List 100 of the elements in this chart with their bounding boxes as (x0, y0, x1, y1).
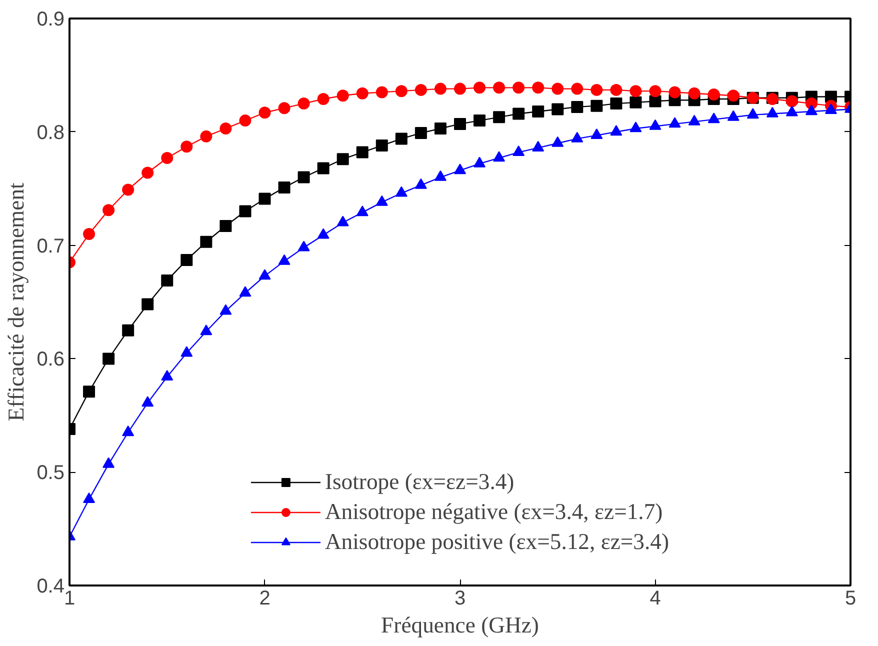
point (336, 90, 349, 102)
y-tick-label: 0.7 (36, 235, 65, 258)
point (532, 82, 544, 94)
y-tick-label: 0.6 (36, 348, 65, 371)
point (668, 86, 681, 98)
point (610, 98, 622, 110)
point (512, 82, 525, 94)
point (454, 82, 466, 95)
point (356, 146, 368, 158)
point (180, 346, 193, 357)
point (630, 85, 642, 98)
point (727, 90, 740, 102)
x-axis-title: Fréquence (GHz) (381, 612, 539, 638)
point (161, 370, 174, 381)
point (395, 186, 408, 197)
point (376, 140, 388, 152)
point (102, 457, 115, 468)
x-tick-label: 2 (259, 588, 270, 610)
point (474, 114, 486, 127)
point (122, 184, 134, 196)
point (258, 192, 271, 205)
point (727, 110, 740, 121)
point (317, 93, 330, 106)
point (258, 269, 271, 280)
point (239, 286, 252, 297)
point (434, 82, 446, 95)
point (395, 85, 408, 98)
point (552, 103, 564, 116)
point (336, 153, 349, 166)
point (278, 254, 290, 265)
point (493, 82, 506, 94)
point (220, 304, 232, 315)
point (454, 164, 466, 174)
point (688, 87, 700, 100)
point (336, 216, 349, 226)
y-tick-label: 0.8 (36, 122, 65, 144)
point (220, 122, 232, 134)
legend-label: Isotrope (εx=εz=3.4) (324, 469, 514, 495)
point (571, 100, 584, 113)
point (102, 352, 115, 365)
point (552, 82, 564, 95)
legend-label: Anisotrope positive (εx=5.12, εz=3.4) (324, 529, 670, 555)
point (630, 122, 642, 132)
point (83, 492, 96, 503)
point (220, 220, 232, 232)
point (180, 140, 193, 153)
point (493, 111, 506, 124)
y-axis-title: Efficacité de rayonnement (4, 182, 29, 422)
point (142, 298, 154, 310)
point (630, 96, 642, 108)
point (649, 95, 662, 108)
point (434, 122, 446, 134)
point (434, 170, 446, 181)
x-tick-label: 1 (64, 588, 76, 610)
x-tick-label: 4 (650, 588, 661, 610)
point (200, 324, 212, 336)
point (512, 145, 525, 156)
point (83, 228, 96, 240)
point (376, 195, 388, 206)
point (317, 228, 330, 239)
point (590, 128, 603, 139)
point (161, 274, 174, 286)
point (414, 178, 427, 189)
point (668, 117, 681, 128)
point (278, 102, 290, 114)
point (805, 104, 818, 116)
point (474, 156, 486, 168)
point (786, 95, 798, 108)
point (278, 181, 290, 194)
point (239, 205, 252, 218)
x-tick-label: 5 (844, 588, 856, 610)
point (200, 236, 212, 248)
point (512, 108, 525, 120)
point (414, 127, 427, 140)
point (376, 86, 388, 98)
point (298, 98, 310, 110)
point (122, 324, 134, 336)
point (708, 112, 720, 124)
y-tick-label: 0.9 (36, 8, 65, 30)
point (142, 166, 154, 179)
point (180, 254, 193, 266)
point (746, 108, 759, 119)
point (298, 171, 310, 184)
point (258, 106, 271, 119)
point (122, 426, 134, 436)
point (239, 114, 252, 127)
point (474, 82, 486, 94)
y-tick-label: 0.5 (36, 462, 65, 484)
point (395, 132, 408, 145)
point (102, 204, 115, 216)
point (552, 136, 564, 147)
point (610, 84, 622, 96)
point (824, 104, 837, 114)
y-tick-label: 0.4 (36, 576, 65, 598)
point (414, 84, 427, 96)
point (708, 88, 720, 100)
point (571, 82, 584, 95)
point (571, 132, 584, 142)
point (610, 125, 622, 136)
point (356, 206, 368, 216)
